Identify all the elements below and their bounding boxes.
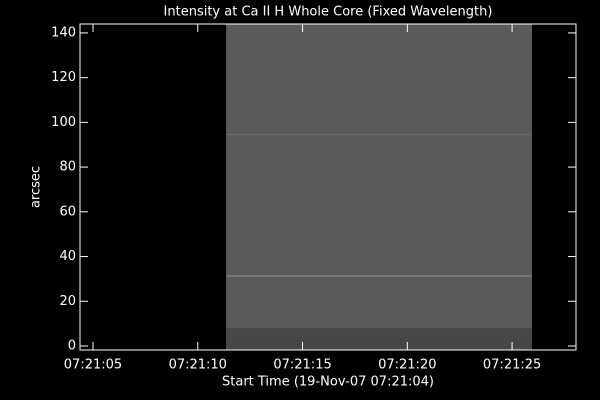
y-axis-label: arcsec	[29, 166, 44, 208]
y-tick-label: 120	[51, 70, 76, 85]
y-tick-label: 20	[59, 294, 76, 309]
x-axis-label: Start Time (19-Nov-07 07:21:04)	[222, 375, 434, 390]
x-tick-label: 07:21:25	[483, 358, 541, 373]
x-tick-label: 07:21:20	[378, 358, 436, 373]
y-tick-label: 80	[59, 160, 76, 175]
image	[226, 24, 532, 350]
y-tick-label: 100	[51, 115, 76, 130]
image-band	[226, 328, 532, 350]
x-tick-label: 07:21:10	[169, 358, 227, 373]
y-tick-label: 140	[51, 25, 76, 40]
chart-title: Intensity at Ca II H Whole Core (Fixed W…	[164, 5, 493, 20]
y-tick-label: 0	[68, 338, 76, 353]
y-tick-label: 40	[59, 249, 76, 264]
y-tick-label: 60	[59, 204, 76, 219]
x-tick-label: 07:21:15	[273, 358, 331, 373]
x-tick-label: 07:21:05	[64, 358, 122, 373]
plot-frame	[79, 23, 577, 351]
